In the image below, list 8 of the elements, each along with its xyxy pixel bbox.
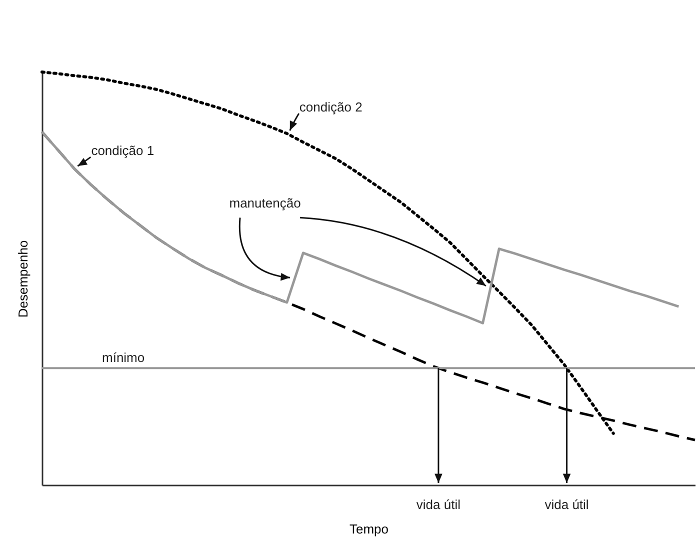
y-axis-title: Desempenho: [16, 240, 30, 318]
x-axis-title: Tempo: [349, 522, 389, 536]
series-label: condição 1: [91, 143, 154, 158]
series-label: condição 2: [299, 100, 362, 115]
text: vida útil: [416, 497, 461, 512]
text: vida útil: [544, 497, 589, 512]
annotation: manutenção: [229, 196, 301, 211]
ref-line-label: mínimo: [102, 350, 145, 366]
